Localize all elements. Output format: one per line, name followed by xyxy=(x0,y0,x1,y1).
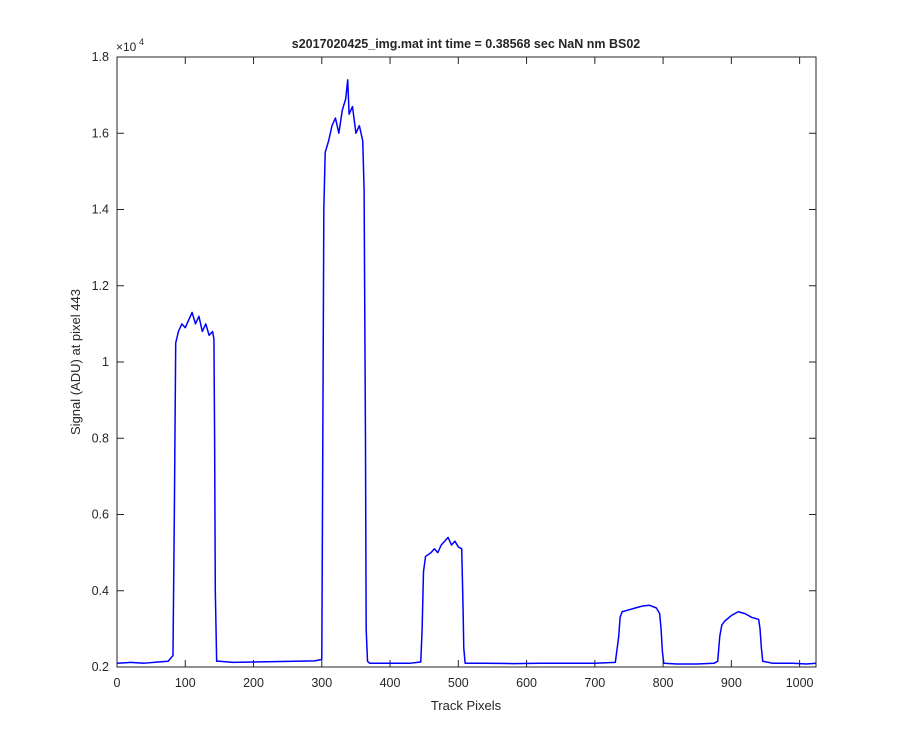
x-tick-label: 200 xyxy=(243,676,264,690)
x-tick-label: 900 xyxy=(721,676,742,690)
y-axis-exponent: ×10 4 xyxy=(116,37,144,54)
signal-series-line xyxy=(116,79,817,665)
y-tick-label: 1.8 xyxy=(92,50,109,64)
tick-labels: 0 100 200 300 400 500 600 700 800 900 1000 0.2 0.4 0.… xyxy=(92,50,814,690)
x-tick-label: 1000 xyxy=(786,676,814,690)
y-axis-exponent-base: ×10 xyxy=(116,40,137,54)
x-tick-label: 600 xyxy=(516,676,537,690)
y-tick-label: 1.4 xyxy=(92,203,109,217)
plot-area xyxy=(116,56,817,668)
x-tick-label: 500 xyxy=(448,676,469,690)
x-tick-label: 100 xyxy=(175,676,196,690)
y-tick-label: 0.4 xyxy=(92,584,109,598)
x-tick-label: 800 xyxy=(653,676,674,690)
y-tick-label: 1 xyxy=(102,355,109,369)
y-tick-label: 0.2 xyxy=(92,660,109,674)
x-axis-label: Track Pixels xyxy=(431,698,502,713)
y-tick-label: 1.6 xyxy=(92,126,109,140)
x-tick-label: 0 xyxy=(114,676,121,690)
y-axis-exponent-power: 4 xyxy=(139,37,144,47)
x-tick-label: 700 xyxy=(584,676,605,690)
x-tick-label: 400 xyxy=(380,676,401,690)
y-axis-label: Signal (ADU) at pixel 443 xyxy=(68,289,83,435)
chart-title: s2017020425_img.mat int time = 0.38568 s… xyxy=(292,37,641,51)
y-tick-label: 0.8 xyxy=(92,431,109,445)
y-tick-label: 1.2 xyxy=(92,279,109,293)
x-tick-label: 300 xyxy=(311,676,332,690)
y-tick-label: 0.6 xyxy=(92,508,109,522)
